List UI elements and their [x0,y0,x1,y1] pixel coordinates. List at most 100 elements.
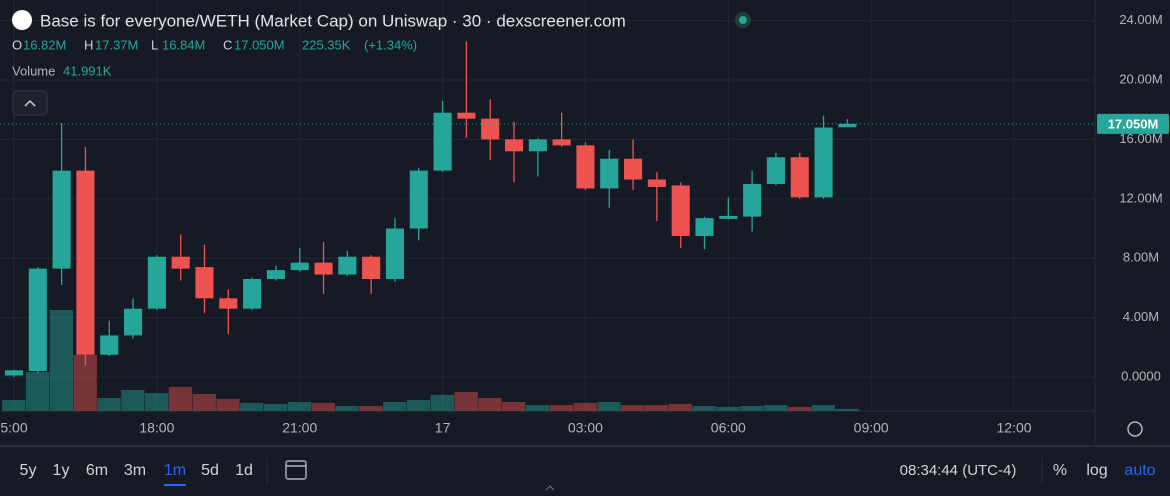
volume-bar [192,394,216,411]
candle-body [671,185,690,236]
ohlc-key: H [84,37,93,52]
volume-name: Volume [12,63,55,78]
candle-body [195,267,214,299]
candle-body [647,179,666,187]
range-button[interactable]: 5y [20,462,37,479]
candle-body [433,112,452,171]
range-button[interactable]: 5d [201,462,219,479]
candle-body [171,256,190,269]
ohlc-value: 17.37M [95,37,138,52]
expand-icon[interactable] [545,485,555,491]
volume-bar [454,392,478,411]
calendar-icon[interactable] [285,460,307,480]
volume-bar [597,402,621,411]
x-tick-label: 5:00 [0,420,27,436]
volume-bar [97,398,121,411]
auto-toggle[interactable]: auto [1124,462,1155,479]
range-button[interactable]: 1m [164,462,186,479]
volume-bar [216,399,240,411]
candle-body [504,139,524,152]
volume-bar [478,398,502,411]
volume-bar [764,405,788,411]
volume-bar [525,405,550,411]
volume-bar [144,393,169,411]
range-button[interactable]: 3m [124,462,146,479]
settings-icon[interactable] [1127,421,1143,437]
last-price-box [1097,113,1169,134]
log-toggle[interactable]: log [1086,462,1107,479]
ohlc-key: L [151,37,158,52]
candle-body [100,335,119,355]
last-price-label: 17.050M [1108,116,1159,131]
candle-body [528,139,547,152]
volume-bar [502,402,526,411]
volume-bar [335,406,359,411]
candle-body [457,112,476,119]
candle-body [624,158,643,180]
marks [0,0,1095,411]
volume-bar [287,402,312,411]
candle-body [600,158,619,189]
volume-bar [573,403,597,411]
x-tick-label: 03:00 [568,420,603,436]
collapse-icon [24,99,36,107]
volume-bar [740,406,764,411]
volume-bar [811,405,835,411]
volume-bar [311,403,335,411]
ohlc-value: 16.82M [23,37,66,52]
ohlc-value: 16.84M [162,37,205,52]
x-tick-label: 12:00 [997,420,1032,436]
collapse-button[interactable] [12,90,48,116]
volume-bar [644,405,669,411]
chart-title: Base is for everyone/WETH (Market Cap) o… [40,11,626,30]
candle-body [124,308,143,336]
y-tick-label: 24.00M [1119,12,1162,27]
ohlc-key: O [12,37,22,52]
volume-bar [668,404,693,411]
status-dot [739,16,747,24]
volume-bar [692,406,716,411]
candle-body [314,262,333,275]
y-tick-label: 4.00M [1123,309,1159,324]
candle-body [695,218,714,236]
candle-body [385,228,405,279]
candle-body [552,139,571,146]
volume-bar [49,310,74,411]
volume-bar [25,372,50,411]
x-tick-label: 09:00 [854,420,889,436]
candle-body [719,215,738,219]
candle-body [147,256,166,309]
range-button[interactable]: 1d [235,462,253,479]
volume-bar [121,390,145,411]
x-tick-label: 18:00 [139,420,174,436]
candle-body [481,118,500,140]
x-tick-label: 17 [435,420,451,436]
candle-body [266,270,285,279]
volume-bar [359,406,383,411]
candle-body [838,123,857,128]
volume-bar [716,407,740,411]
range-button[interactable]: 1y [53,462,70,479]
candle-body [290,262,309,271]
candle-body [219,298,238,309]
candle-body [766,157,785,184]
volume-bar [168,387,193,411]
percent-toggle[interactable]: % [1053,462,1067,479]
y-tick-label: 20.00M [1119,71,1162,86]
candle-body [4,370,24,376]
candle-body [409,170,428,229]
volume-value: 41.991K [63,63,112,78]
volume-bar [264,404,288,411]
candle-body [814,127,833,198]
change-percent: (+1.34%) [364,37,417,52]
candle-body [52,170,71,269]
y-tick-label: 12.00M [1119,190,1162,205]
volume-bar [621,405,645,411]
clock: 08:34:44 (UTC-4) [900,462,1017,479]
volume-bar [73,355,97,411]
candle-body [576,145,595,189]
range-button[interactable]: 6m [86,462,108,479]
y-tick-label: 8.00M [1123,250,1159,265]
y-tick-label: 0.0000 [1121,368,1161,383]
